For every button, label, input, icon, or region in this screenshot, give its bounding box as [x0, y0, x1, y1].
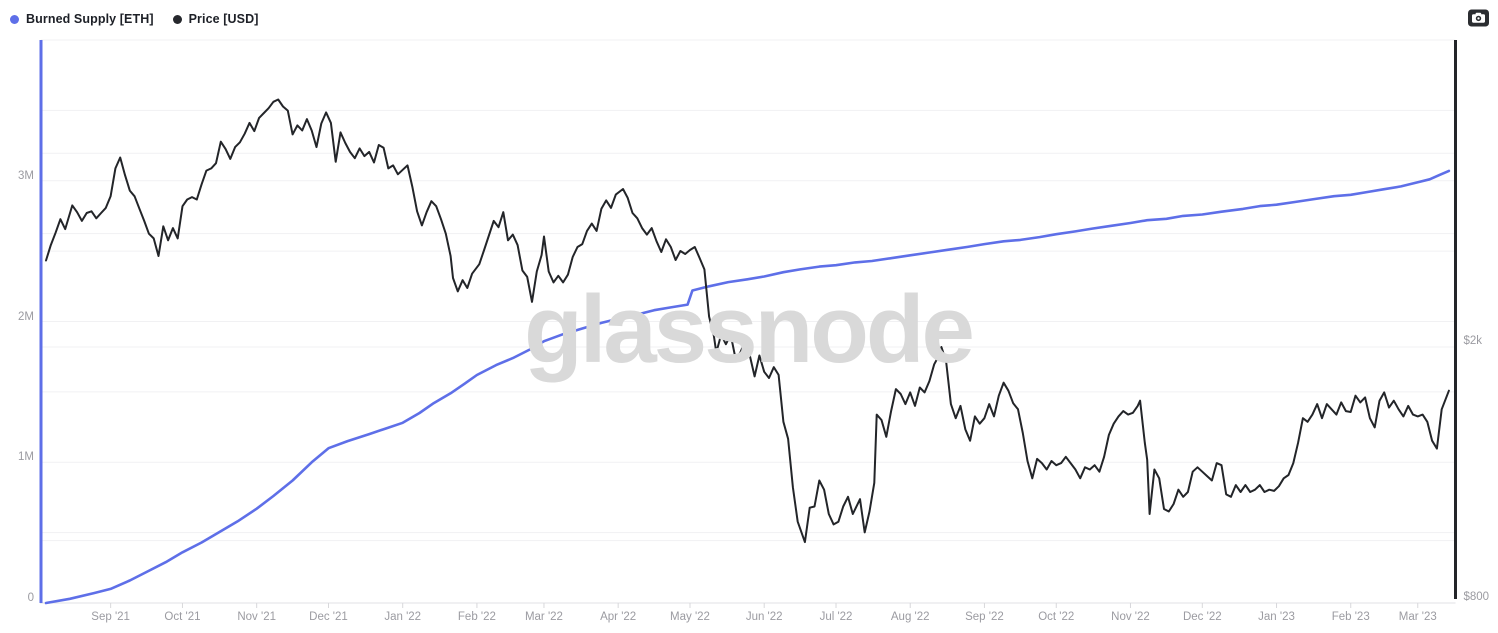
x-tick-label: Oct '21	[164, 611, 201, 623]
x-tick-label: Nov '21	[237, 611, 276, 623]
x-tick-label: Feb '22	[457, 611, 496, 623]
x-tick-label: Nov '22	[1111, 611, 1150, 623]
x-tick-label: Jul '22	[819, 611, 853, 623]
y-left-tick-label: 1M	[18, 451, 34, 464]
glassnode-watermark: glassnode	[524, 276, 975, 383]
x-tick-label: Dec '21	[309, 611, 348, 623]
price-line	[45, 98, 1450, 544]
y-right-tick-label: $2k	[1463, 334, 1483, 347]
x-tick-label: Mar '22	[524, 611, 563, 623]
x-tick-label: Jun '22	[745, 611, 783, 623]
x-tick-label: Sep '21	[91, 611, 130, 623]
x-tick-label: Mar '23	[1398, 611, 1437, 623]
legend-item-burned-supply[interactable]: Burned Supply [ETH]	[10, 12, 154, 26]
x-tick-label: Oct '22	[1038, 611, 1075, 623]
x-tick-label: Aug '22	[890, 611, 930, 623]
save-image-button[interactable]	[1468, 9, 1489, 27]
camera-icon	[1468, 9, 1489, 27]
y-left-tick-label: 2M	[18, 310, 34, 323]
legend: Burned Supply [ETH] Price [USD]	[10, 12, 258, 26]
legend-label-burned-supply: Burned Supply [ETH]	[26, 12, 154, 26]
y-left-tick-label: 0	[27, 592, 34, 604]
x-tick-label: Jan '23	[1258, 611, 1295, 623]
burned-supply-dot-icon	[10, 14, 19, 24]
legend-label-price: Price [USD]	[188, 12, 259, 26]
x-tick-label: Apr '22	[600, 611, 637, 623]
y-left-tick-label: 3M	[18, 169, 34, 182]
y-right-tick-label: $800	[1463, 591, 1490, 603]
x-tick-label: Feb '23	[1331, 611, 1370, 623]
x-tick-label: Jan '22	[384, 611, 422, 623]
x-tick-label: May '22	[670, 611, 710, 623]
legend-item-price[interactable]: Price [USD]	[172, 12, 259, 26]
burned-supply-line	[44, 169, 1451, 605]
x-tick-label: Sep '22	[965, 611, 1004, 623]
price-dot-icon	[172, 14, 182, 24]
x-tick-label: Dec '22	[1182, 611, 1222, 623]
